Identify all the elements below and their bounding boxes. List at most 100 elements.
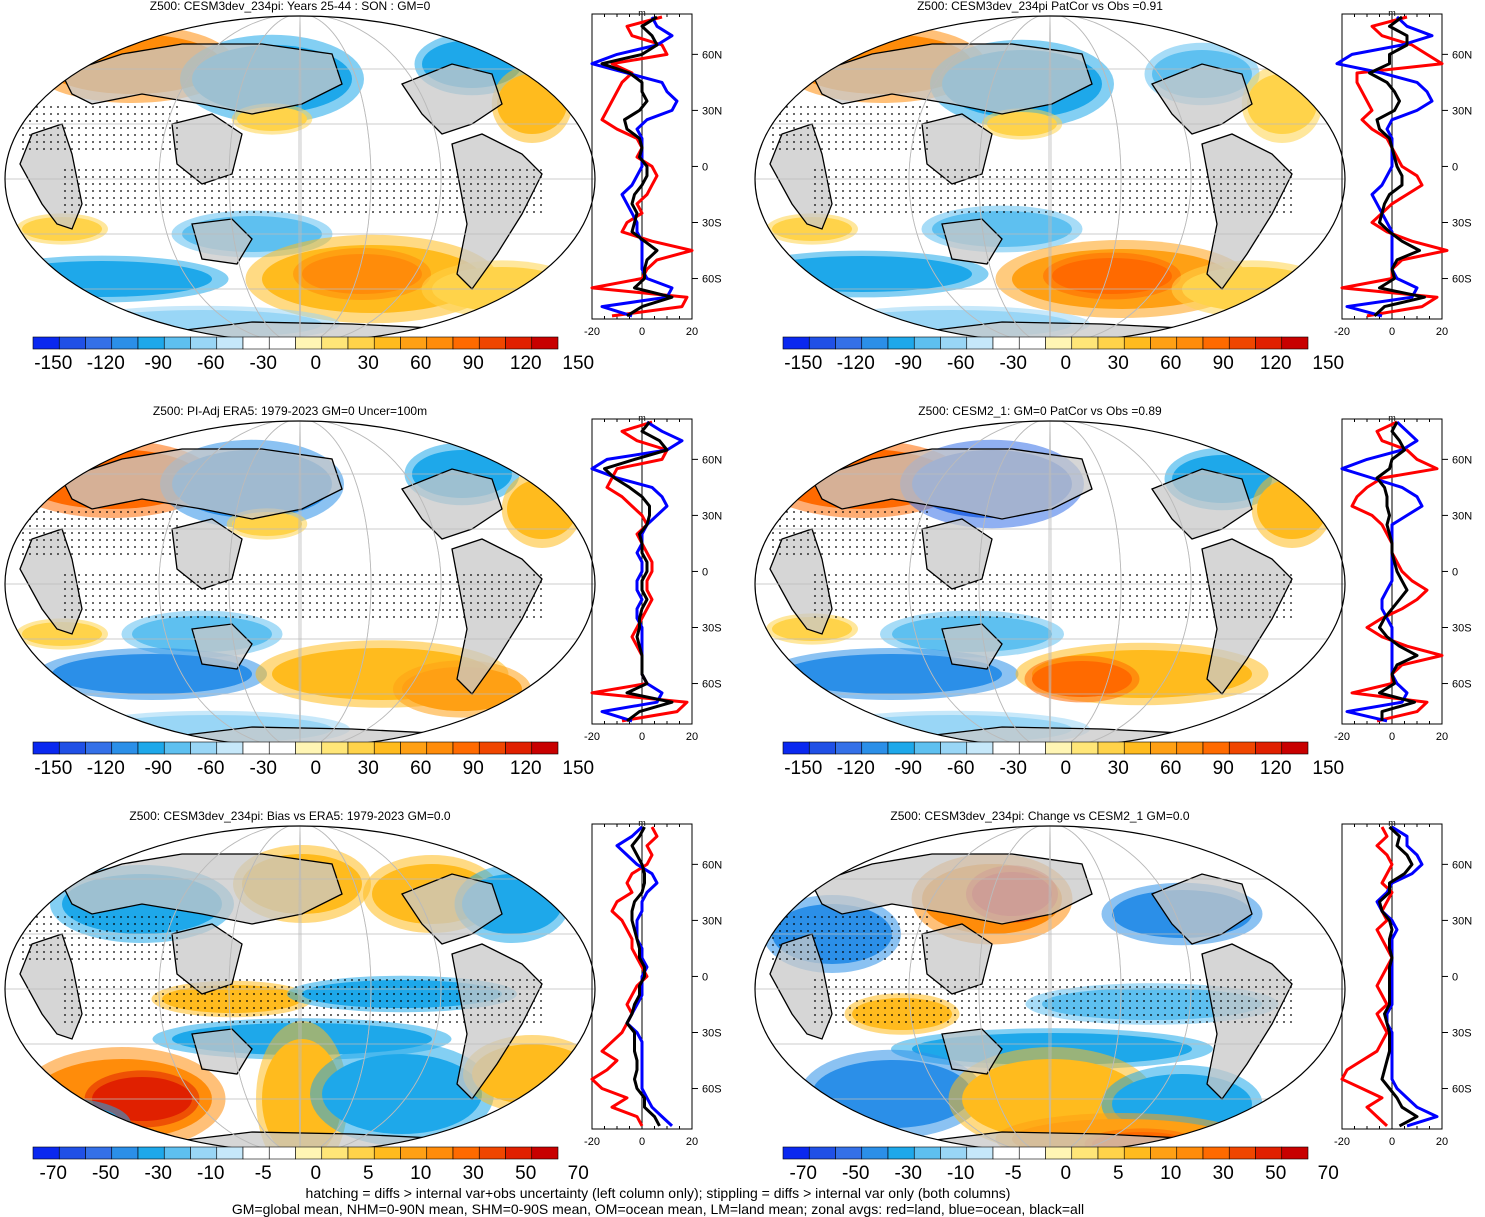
- map: [5, 421, 595, 747]
- colorbar-label: -70: [40, 1163, 67, 1184]
- colorbar-label: 90: [463, 758, 484, 779]
- colorbar-label: 10: [410, 1163, 431, 1184]
- colorbar-swatch: [1150, 741, 1178, 755]
- colorbar-swatch: [347, 336, 375, 350]
- colorbar-label: 0: [310, 353, 321, 374]
- lat-label: 60N: [1452, 49, 1472, 61]
- land-mass: [191, 218, 253, 265]
- lat-label: 0: [702, 566, 708, 578]
- colorbar-swatch: [295, 1146, 323, 1160]
- x-tick-label: 20: [1436, 1136, 1448, 1148]
- colorbar-swatch: [58, 1146, 86, 1160]
- colorbar-swatch: [85, 1146, 113, 1160]
- colorbar-label: -120: [837, 353, 875, 374]
- colorbar-swatch: [190, 1146, 218, 1160]
- zonal-unit: m: [638, 8, 646, 18]
- colorbar: -70 -50 -30 -10 -5 0 5 10 30 50 70: [782, 1146, 1339, 1184]
- stippling: [22, 509, 182, 559]
- colorbar-label: 90: [463, 353, 484, 374]
- colorbar-swatch: [1150, 336, 1178, 350]
- colorbar-swatch: [1123, 741, 1151, 755]
- colorbar-label: 30: [1108, 758, 1129, 779]
- colorbar-swatch: [268, 336, 296, 350]
- zonal-avg-plot: m -20 0 20 60N 30N 0 30S 60S: [584, 413, 722, 743]
- colorbar-swatch: [478, 336, 506, 350]
- colorbar-swatch: [1045, 1146, 1073, 1160]
- colorbar-label: 5: [363, 1163, 374, 1184]
- colorbar-swatch: [808, 336, 836, 350]
- zonal-ocean-line: [1375, 825, 1439, 1128]
- contour-region: [1247, 74, 1317, 134]
- colorbar-swatch: [32, 1146, 60, 1160]
- lat-label: 60S: [702, 1084, 722, 1096]
- colorbar-label: -30: [250, 758, 277, 779]
- graticule-line: [298, 826, 302, 1152]
- colorbar-label: -90: [145, 353, 172, 374]
- colorbar-swatch: [782, 336, 810, 350]
- colorbar-swatch: [373, 1146, 401, 1160]
- colorbar-swatch: [190, 741, 218, 755]
- colorbar-label: 0: [1060, 1163, 1071, 1184]
- stippling: [62, 164, 542, 214]
- colorbar-label: -10: [947, 1163, 974, 1184]
- colorbar-swatch: [1176, 741, 1204, 755]
- colorbar-label: 0: [1060, 758, 1071, 779]
- zonal-land-line: [1340, 826, 1394, 1127]
- colorbar-swatch: [992, 336, 1020, 350]
- lat-label: 30N: [1452, 510, 1472, 522]
- lat-label: 60N: [702, 454, 722, 466]
- x-tick-label: 20: [686, 326, 698, 338]
- x-tick-label: -20: [584, 326, 600, 338]
- contour-region: [5, 1104, 122, 1144]
- colorbar-label: 120: [1260, 353, 1292, 374]
- zonal-all-line: [1378, 825, 1419, 1128]
- colorbar-swatch: [347, 1146, 375, 1160]
- colorbar-swatch: [85, 336, 113, 350]
- colorbar: -150 -120 -90 -60 -30 0 30 60 90 120 150: [32, 741, 594, 779]
- colorbar-swatch: [505, 741, 533, 755]
- colorbar-swatch: [216, 1146, 244, 1160]
- stippling: [22, 104, 182, 154]
- colorbar-swatch: [1071, 336, 1099, 350]
- colorbar-swatch: [1176, 1146, 1204, 1160]
- colorbar-label: 10: [1160, 1163, 1181, 1184]
- contour-region: [1032, 661, 1132, 697]
- colorbar-label: 120: [1260, 758, 1292, 779]
- land-mass: [941, 623, 1003, 670]
- x-tick-label: 0: [639, 731, 645, 743]
- x-tick-label: 0: [639, 1136, 645, 1148]
- colorbar-swatch: [992, 1146, 1020, 1160]
- colorbar-swatch: [163, 1146, 191, 1160]
- contour-region: [507, 479, 577, 539]
- x-tick-label: 20: [1436, 326, 1448, 338]
- lat-label: 60N: [702, 859, 722, 871]
- colorbar-swatch: [913, 741, 941, 755]
- graticule-line: [908, 16, 1192, 342]
- colorbar-label: 90: [1213, 758, 1234, 779]
- contour-region: [322, 1054, 482, 1134]
- contour-region: [497, 74, 567, 134]
- colorbar-swatch: [400, 741, 428, 755]
- colorbar-label: -60: [947, 353, 974, 374]
- colorbar-swatch: [966, 741, 994, 755]
- colorbar-swatch: [1071, 741, 1099, 755]
- colorbar-label: 90: [1213, 353, 1234, 374]
- colorbar-swatch: [531, 1146, 559, 1160]
- colorbar-swatch: [1018, 741, 1046, 755]
- graticule-line: [158, 16, 442, 342]
- graticule-line: [1048, 421, 1052, 747]
- land-mass: [191, 1028, 253, 1075]
- zonal-ocean-line: [1340, 420, 1424, 723]
- colorbar-label: 150: [1312, 353, 1344, 374]
- zonal-land-line: [590, 15, 694, 318]
- stippling: [62, 974, 542, 1024]
- colorbar-swatch: [242, 1146, 270, 1160]
- panel-6: Z500: CESM3dev_234pi: Change vs CESM2_1 …: [754, 809, 1472, 1184]
- colorbar-label: -120: [87, 353, 125, 374]
- colorbar-swatch: [1281, 1146, 1309, 1160]
- colorbar-swatch: [1045, 741, 1073, 755]
- zonal-unit: m: [1388, 413, 1396, 423]
- colorbar-swatch: [1018, 1146, 1046, 1160]
- lat-label: 60N: [702, 49, 722, 61]
